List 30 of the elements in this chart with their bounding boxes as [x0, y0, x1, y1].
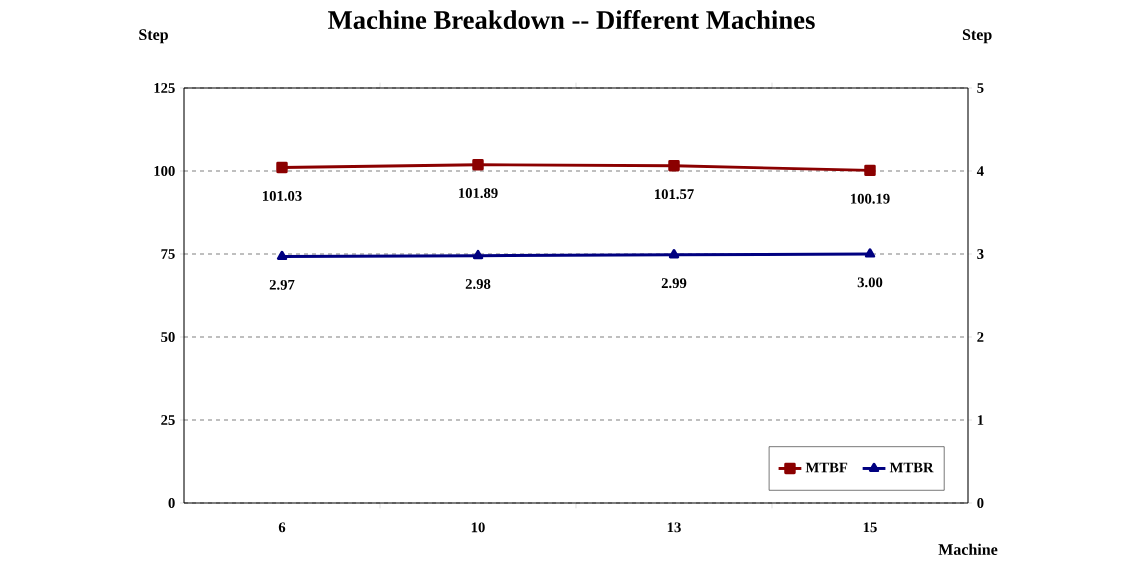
y2-tick-label: 5: [977, 83, 984, 93]
y2-tick-label: 1: [977, 415, 984, 425]
y2-tick-label: 4: [976, 166, 984, 176]
y-tick-label: 125: [154, 83, 175, 93]
data-label: 101.89: [459, 188, 498, 199]
data-label: 2.98: [465, 279, 491, 289]
x-tick-label: 10: [471, 522, 485, 533]
data-label: 2.97: [269, 279, 295, 290]
y2-tick-label: 3: [977, 249, 984, 259]
x-tick-label: 13: [667, 522, 681, 533]
y-axis-title: Step: [139, 29, 168, 44]
y-tick-label: 25: [161, 415, 175, 425]
y2-tick-label: 0: [977, 498, 984, 508]
data-label: 100.19: [851, 193, 890, 204]
x-tick-label: 6: [278, 522, 286, 533]
y-tick-label: 100: [154, 166, 175, 176]
legend-label: MTBF: [805, 462, 848, 473]
y-tick-label: 0: [168, 498, 175, 508]
data-label: 101.57: [655, 189, 694, 200]
legend-label: MTBR: [889, 462, 934, 473]
x-axis-title: Machine: [938, 543, 998, 555]
y-tick-label: 75: [161, 249, 175, 259]
y2-axis-title: Step: [962, 29, 992, 44]
data-label: 101.03: [263, 190, 302, 201]
y-tick-label: 50: [161, 332, 175, 342]
data-label: 3.00: [857, 277, 883, 288]
y2-tick-label: 2: [977, 332, 984, 342]
chart-title: Machine Breakdown -- Different Machines: [328, 10, 815, 30]
x-tick-label: 15: [863, 522, 877, 533]
data-label: 2.99: [661, 278, 687, 289]
